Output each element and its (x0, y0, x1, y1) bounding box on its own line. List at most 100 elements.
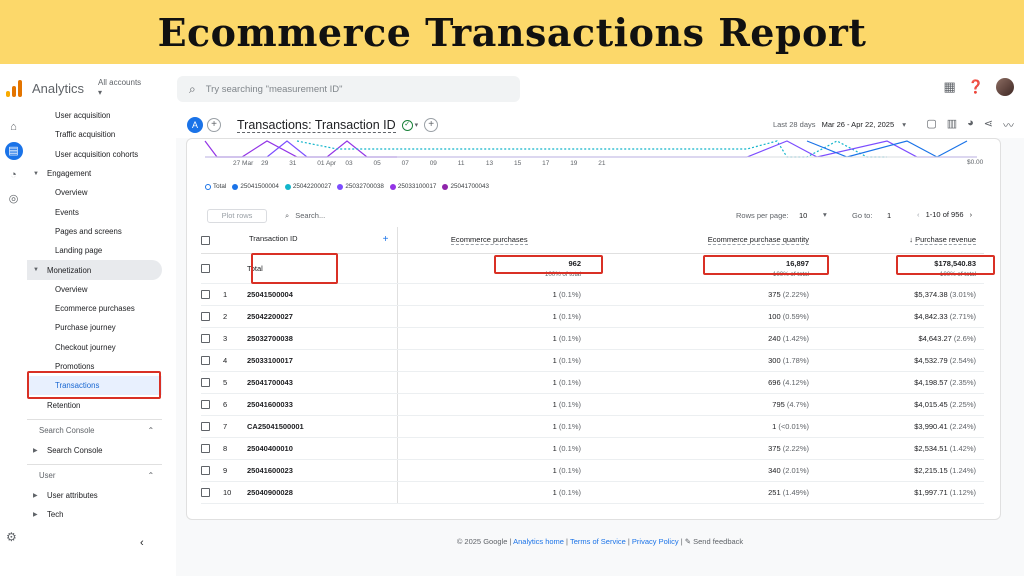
row-checkbox[interactable] (201, 263, 210, 273)
column-header-ecommerce-purchase-quantity[interactable]: Ecommerce purchase quantity (707, 235, 809, 246)
add-dimension-icon[interactable]: + (382, 234, 389, 246)
add-icon[interactable]: + (424, 118, 439, 132)
table-row[interactable]: 4 25033100017 1 (0.1%) 300 (1.78%) $4,532.79… (201, 349, 984, 372)
sidebar-group-user[interactable]: User ⌃ (27, 464, 162, 486)
revenue-value: $3,990.41 (914, 421, 948, 431)
analytics-home-link[interactable]: Analytics home (513, 537, 564, 546)
column-header-purchase-revenue[interactable]: Purchase revenue (915, 235, 976, 246)
sidebar-item-user-attributes[interactable]: ▶ User attributes (27, 486, 162, 505)
sidebar-section-monetization[interactable]: ▼ Monetization (27, 260, 162, 280)
table-row[interactable]: 8 25040400010 1 (0.1%) 375 (2.22%) $2,534.51… (201, 437, 984, 460)
table-row[interactable]: 9 25041600023 1 (0.1%) 340 (2.01%) $2,215.15… (201, 459, 984, 482)
series-line (205, 140, 977, 158)
select-all-checkbox[interactable] (201, 235, 210, 245)
sidebar-item-monetization-overview[interactable]: Overview (55, 284, 88, 294)
chevron-down-icon[interactable]: ▾ (823, 210, 827, 219)
row-checkbox[interactable] (201, 355, 210, 365)
main-content: A + Transactions: Transaction ID ✓ ▾ + L… (176, 112, 1024, 576)
chevron-down-icon[interactable]: ▾ (414, 122, 419, 129)
pagination: ‹ 1-10 of 956 › (917, 210, 972, 219)
sidebar-group-search-console[interactable]: Search Console ⌃ (27, 418, 162, 441)
app-title[interactable]: Analytics (32, 80, 85, 96)
row-checkbox[interactable] (201, 399, 210, 409)
table-row[interactable]: 5 25041700043 1 (0.1%) 696 (4.12%) $4,198.57… (201, 371, 984, 394)
share-icon[interactable]: ⋖ (983, 118, 993, 130)
collapse-nav-icon[interactable]: ‹ (140, 537, 144, 549)
sidebar-item-search-console[interactable]: ▶ Search Console (27, 441, 162, 460)
rows-per-page-select[interactable]: 10 (799, 211, 808, 220)
row-checkbox[interactable] (201, 443, 210, 453)
sidebar-item-purchase-journey[interactable]: Purchase journey (55, 323, 116, 333)
quantity-cell: 795 (4.7%) (589, 393, 817, 416)
sidebar-item-tech[interactable]: ▶ Tech (27, 505, 162, 524)
date-range-picker[interactable]: Last 28 days Mar 26 - Apr 22, 2025 ▾ (773, 120, 906, 129)
row-checkbox[interactable] (201, 421, 210, 431)
legend-item[interactable]: 25042200027 (284, 183, 331, 190)
sidebar-item-overview[interactable]: Overview (55, 188, 88, 198)
table-search-input[interactable]: ⌕ Search... (285, 211, 325, 221)
row-checkbox[interactable] (201, 465, 210, 475)
table-row[interactable]: 3 25032700038 1 (0.1%) 240 (1.42%) $4,643.27… (201, 327, 984, 350)
x-tick-label: 11 (457, 160, 465, 167)
table-row[interactable]: 6 25041600033 1 (0.1%) 795 (4.7%) $4,015.45 … (201, 393, 984, 416)
add-comparison-icon[interactable]: + (207, 118, 221, 132)
avatar[interactable] (996, 78, 1014, 96)
comparison-badge[interactable]: A (187, 117, 203, 133)
legend-item[interactable]: 25033100017 (389, 183, 436, 190)
report-title[interactable]: Transactions: Transaction ID (237, 117, 396, 133)
apps-grid-icon[interactable]: ▦ (943, 79, 956, 94)
legend-item[interactable]: 25041700043 (442, 183, 489, 190)
insights-icon[interactable]: ◕ (967, 117, 974, 129)
table-row[interactable]: 2 25042200027 1 (0.1%) 100 (0.59%) $4,842.33… (201, 305, 984, 328)
sidebar-item-promotions[interactable]: Promotions (55, 362, 95, 371)
column-header-transaction-id[interactable]: Transaction ID (249, 234, 298, 244)
privacy-link[interactable]: Privacy Policy (631, 537, 679, 546)
sidebar-item-user-acquisition-cohorts[interactable]: User acquisition cohorts (55, 149, 139, 159)
row-checkbox[interactable] (201, 289, 210, 299)
advertising-icon[interactable]: ◎ (8, 193, 19, 205)
highlight-box-purchase-quantity (703, 255, 829, 275)
sort-descending-icon[interactable]: ↓ (909, 235, 916, 245)
terms-link[interactable]: Terms of Service (569, 537, 626, 546)
sidebar-item-user-acquisition[interactable]: User acquisition (55, 111, 111, 121)
sidebar-item-events[interactable]: Events (55, 207, 79, 217)
settings-gear-icon[interactable]: ⚙ (6, 530, 17, 544)
legend-item[interactable]: Total (205, 183, 226, 190)
account-selector[interactable]: All accounts ▾ (98, 78, 141, 98)
home-icon[interactable]: ⌂ (10, 121, 17, 133)
left-rail: ⌂ ▤ ◔ ◎ (0, 112, 27, 576)
column-header-ecommerce-purchases[interactable]: Ecommerce purchases (450, 235, 528, 246)
legend-item[interactable]: 25032700038 (337, 183, 384, 190)
sidebar-section-retention[interactable]: Retention (47, 400, 81, 410)
sidebar-item-landing-page[interactable]: Landing page (55, 246, 103, 256)
sidebar-item-pages-and-screens[interactable]: Pages and screens (55, 226, 122, 236)
customize-report-icon[interactable]: ▥ (946, 118, 958, 130)
row-checkbox[interactable] (201, 333, 210, 343)
prev-page-icon[interactable]: ‹ (917, 210, 920, 219)
trend-icon[interactable]: 〰 (1003, 120, 1014, 132)
sidebar-item-transactions[interactable]: Transactions (27, 376, 162, 396)
reports-icon[interactable]: ▤ (4, 142, 23, 160)
table-row[interactable]: 7 CA25041500001 1 (0.1%) 1 (<0.01%) $3,990.4… (201, 415, 984, 438)
row-checkbox[interactable] (201, 311, 210, 321)
goto-input[interactable]: 1 (887, 211, 892, 220)
send-feedback-link[interactable]: Send feedback (693, 537, 744, 546)
edit-report-icon[interactable]: ▢ (926, 118, 937, 130)
table-row[interactable]: 10 25040900028 1 (0.1%) 251 (1.49%) $1,997.7… (201, 481, 984, 504)
revenue-pct: (1.12%) (949, 487, 976, 497)
sidebar-item-checkout-journey[interactable]: Checkout journey (55, 342, 116, 352)
table-row[interactable]: 1 25041500004 1 (0.1%) 375 (2.22%) $5,374.38… (201, 283, 984, 306)
sidebar-item-traffic-acquisition[interactable]: Traffic acquisition (55, 130, 116, 140)
report-card: 27 Mar 29 31 01 Apr 03 05 07 09 11 13 15 17 19 21 $0.… (186, 138, 1001, 520)
legend-item[interactable]: 25041500004 (232, 183, 279, 190)
plot-rows-button[interactable]: Plot rows (207, 209, 267, 223)
next-page-icon[interactable]: › (969, 210, 973, 219)
analytics-logo-icon[interactable] (6, 79, 22, 97)
search-input[interactable]: ⌕ Try searching "measurement ID" (177, 76, 520, 102)
sidebar-section-engagement[interactable]: ▼ Engagement (27, 164, 162, 183)
explore-icon[interactable]: ◔ (10, 169, 17, 181)
row-checkbox[interactable] (201, 377, 210, 387)
row-checkbox[interactable] (201, 487, 210, 497)
sidebar-item-ecommerce-purchases[interactable]: Ecommerce purchases (55, 304, 135, 314)
help-icon[interactable]: ❓ (967, 79, 984, 94)
